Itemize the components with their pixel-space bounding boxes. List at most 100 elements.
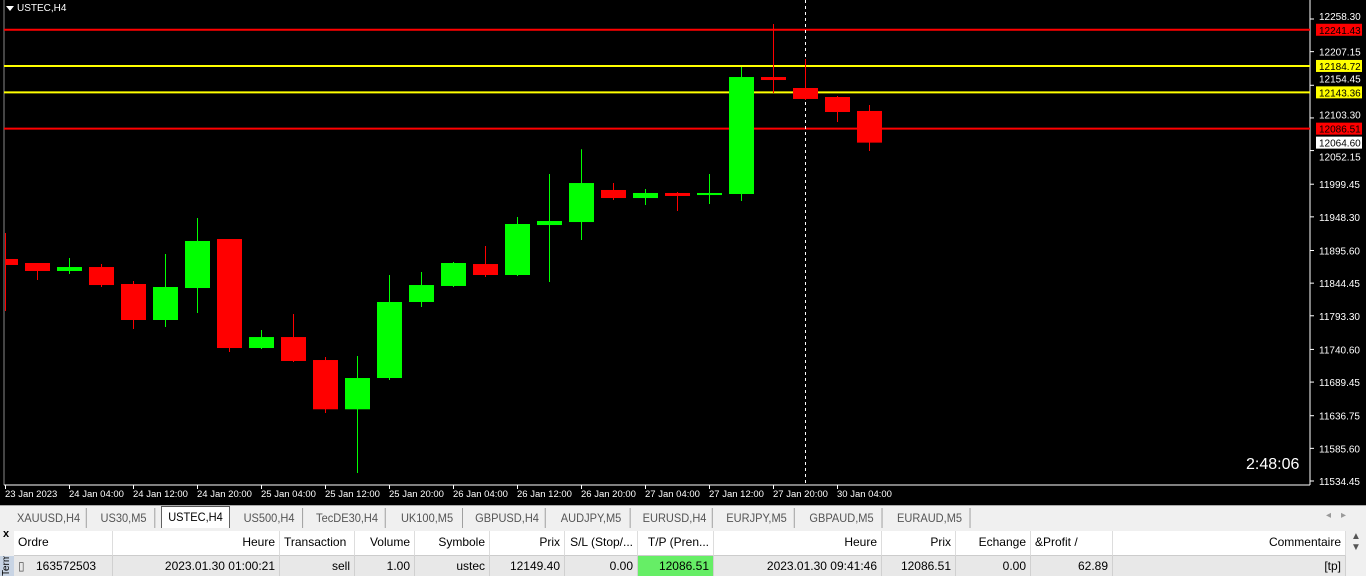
chart-tab[interactable]: USTEC,H4 [161, 506, 230, 528]
price-axis-label: 11534.45 [1319, 477, 1360, 488]
terminal-panel: x Terminal ▲ ▼ Ordre Heure Transaction Volum… [0, 528, 1366, 576]
terminal-vertical-label: Terminal [0, 556, 14, 576]
column-header[interactable]: T/P (Pren... [638, 531, 714, 556]
chart-tab[interactable]: UK100,M5 [392, 508, 463, 528]
price-axis-label: 11689.45 [1319, 378, 1360, 389]
price-axis-label: 11793.30 [1319, 312, 1360, 323]
table-cell[interactable]: [tp] [1113, 556, 1346, 576]
table-cell[interactable]: 62.89 [1031, 556, 1113, 576]
time-axis-label: 24 Jan 04:00 [69, 489, 124, 500]
price-axis-label: 11636.75 [1319, 412, 1360, 423]
dropdown-triangle-icon [6, 6, 14, 11]
bull-candle [249, 337, 274, 349]
column-header[interactable]: Prix [490, 531, 565, 556]
chart-tab[interactable]: AUDJPY,M5 [552, 508, 631, 528]
bear-candle [281, 337, 306, 361]
bull-candle [57, 267, 82, 271]
close-icon[interactable]: x [3, 528, 10, 540]
price-axis-label: 11999.45 [1319, 180, 1360, 191]
chart-tab[interactable]: EURAUD,M5 [890, 508, 971, 528]
table-cell[interactable]: 1.00 [355, 556, 415, 576]
table-cell[interactable]: ▯ 163572503 [14, 556, 113, 576]
chart-symbol-label[interactable]: USTEC,H4 [6, 3, 66, 14]
table-cell[interactable]: 12149.40 [490, 556, 565, 576]
table-cell[interactable]: ustec [415, 556, 490, 576]
price-axis-label: 12207.15 [1319, 48, 1361, 59]
column-header[interactable]: Volume [355, 531, 415, 556]
chart-tab[interactable]: US500,H4 [236, 508, 304, 528]
chart-tab[interactable]: TecDE30,H4 [309, 508, 386, 528]
scroll-down-icon[interactable]: ▼ [1351, 542, 1361, 553]
price-axis-label: 11948.30 [1319, 213, 1360, 224]
column-header[interactable]: Transaction [280, 531, 355, 556]
bull-candle [153, 287, 178, 321]
bull-candle [345, 378, 370, 410]
chart-tab[interactable]: EURJPY,M5 [719, 508, 795, 528]
time-axis-label: 24 Jan 20:00 [197, 489, 252, 500]
column-header[interactable]: Heure [714, 531, 882, 556]
column-header[interactable]: Prix [882, 531, 956, 556]
table-cell[interactable]: 0.00 [956, 556, 1031, 576]
chart-tab[interactable]: XAUUSD,H4 [11, 508, 87, 528]
table-cell[interactable]: 2023.01.30 09:41:46 [714, 556, 882, 576]
bull-candle [185, 240, 210, 289]
time-axis-label: 30 Jan 04:00 [837, 489, 892, 500]
table-cell[interactable]: 2023.01.30 01:00:21 [113, 556, 280, 576]
bull-candle [441, 263, 466, 286]
bear-candle [825, 96, 850, 112]
tab-scroll-arrows-icon[interactable]: ◂▸ [1325, 510, 1356, 521]
bear-candle [761, 77, 786, 81]
level-price-label: 12184.72 [1319, 62, 1361, 73]
column-header[interactable]: Echange [956, 531, 1031, 556]
time-axis-label: 27 Jan 12:00 [709, 489, 764, 500]
table-cell[interactable]: 12086.51 [882, 556, 956, 576]
bear-candle [313, 360, 338, 410]
bull-candle [569, 183, 594, 223]
chart-tab[interactable]: GBPUSD,H4 [469, 508, 546, 528]
bear-candle [5, 258, 18, 265]
level-price-tag [1316, 59, 1362, 72]
order-document-icon: ▯ [18, 559, 25, 573]
time-axis-label: 26 Jan 04:00 [453, 489, 508, 500]
column-header[interactable]: Ordre [14, 531, 113, 556]
table-cell[interactable]: 0.00 [565, 556, 638, 576]
column-header[interactable]: Commentaire [1113, 531, 1346, 556]
vertical-scrollbar[interactable]: ▲ ▼ [1346, 531, 1366, 576]
bear-candle [857, 110, 882, 143]
chart-tabs: ◂▸ XAUUSD,H4 US30,M5 USTEC,H4 US500,H4 TecDE… [0, 505, 1366, 528]
price-axis-label: 11740.60 [1319, 345, 1360, 356]
price-axis-label: 11585.60 [1319, 444, 1360, 455]
chart-tab[interactable]: GBPAUD,M5 [802, 508, 883, 528]
column-header[interactable]: S/L (Stop/... [565, 531, 638, 556]
level-price-label: 12241.43 [1319, 26, 1361, 37]
time-axis-label: 27 Jan 20:00 [773, 489, 828, 500]
bear-candle [25, 263, 50, 271]
bear-candle [473, 264, 498, 276]
level-price-label: 12086.51 [1319, 125, 1361, 136]
candlestick-chart[interactable]: 12258.30 12207.15 12154.45 12103.30 12052.15… [0, 0, 1366, 505]
table-cell[interactable]: sell [280, 556, 355, 576]
column-header[interactable]: Heure [113, 531, 280, 556]
bear-candle [217, 239, 242, 349]
level-price-tag [1316, 122, 1362, 135]
bear-candle [121, 284, 146, 321]
price-chart[interactable]: 12258.30 12207.15 12154.45 12103.30 12052.15… [0, 0, 1366, 505]
time-axis-label: 24 Jan 12:00 [133, 489, 188, 500]
bear-candle [665, 192, 690, 196]
price-axis-label: 12258.30 [1319, 12, 1361, 23]
column-header[interactable]: &Profit / [1031, 531, 1113, 556]
bull-candle [633, 192, 658, 199]
current-price-label: 12064.60 [1319, 139, 1361, 150]
time-axis-label: 25 Jan 20:00 [389, 489, 444, 500]
column-header[interactable]: Symbole [415, 531, 490, 556]
scroll-up-icon[interactable]: ▲ [1351, 531, 1361, 542]
time-axis-label: 26 Jan 20:00 [581, 489, 636, 500]
time-axis-label: 26 Jan 12:00 [517, 489, 572, 500]
time-axis-label: 25 Jan 04:00 [261, 489, 316, 500]
table-cell[interactable]: 12086.51 [638, 556, 714, 576]
price-axis-label: 11844.45 [1319, 279, 1360, 290]
bull-candle [697, 192, 722, 196]
chart-tab[interactable]: EURUSD,H4 [637, 508, 713, 528]
price-axis-label: 12154.45 [1319, 74, 1361, 85]
chart-tab[interactable]: US30,M5 [93, 508, 156, 528]
